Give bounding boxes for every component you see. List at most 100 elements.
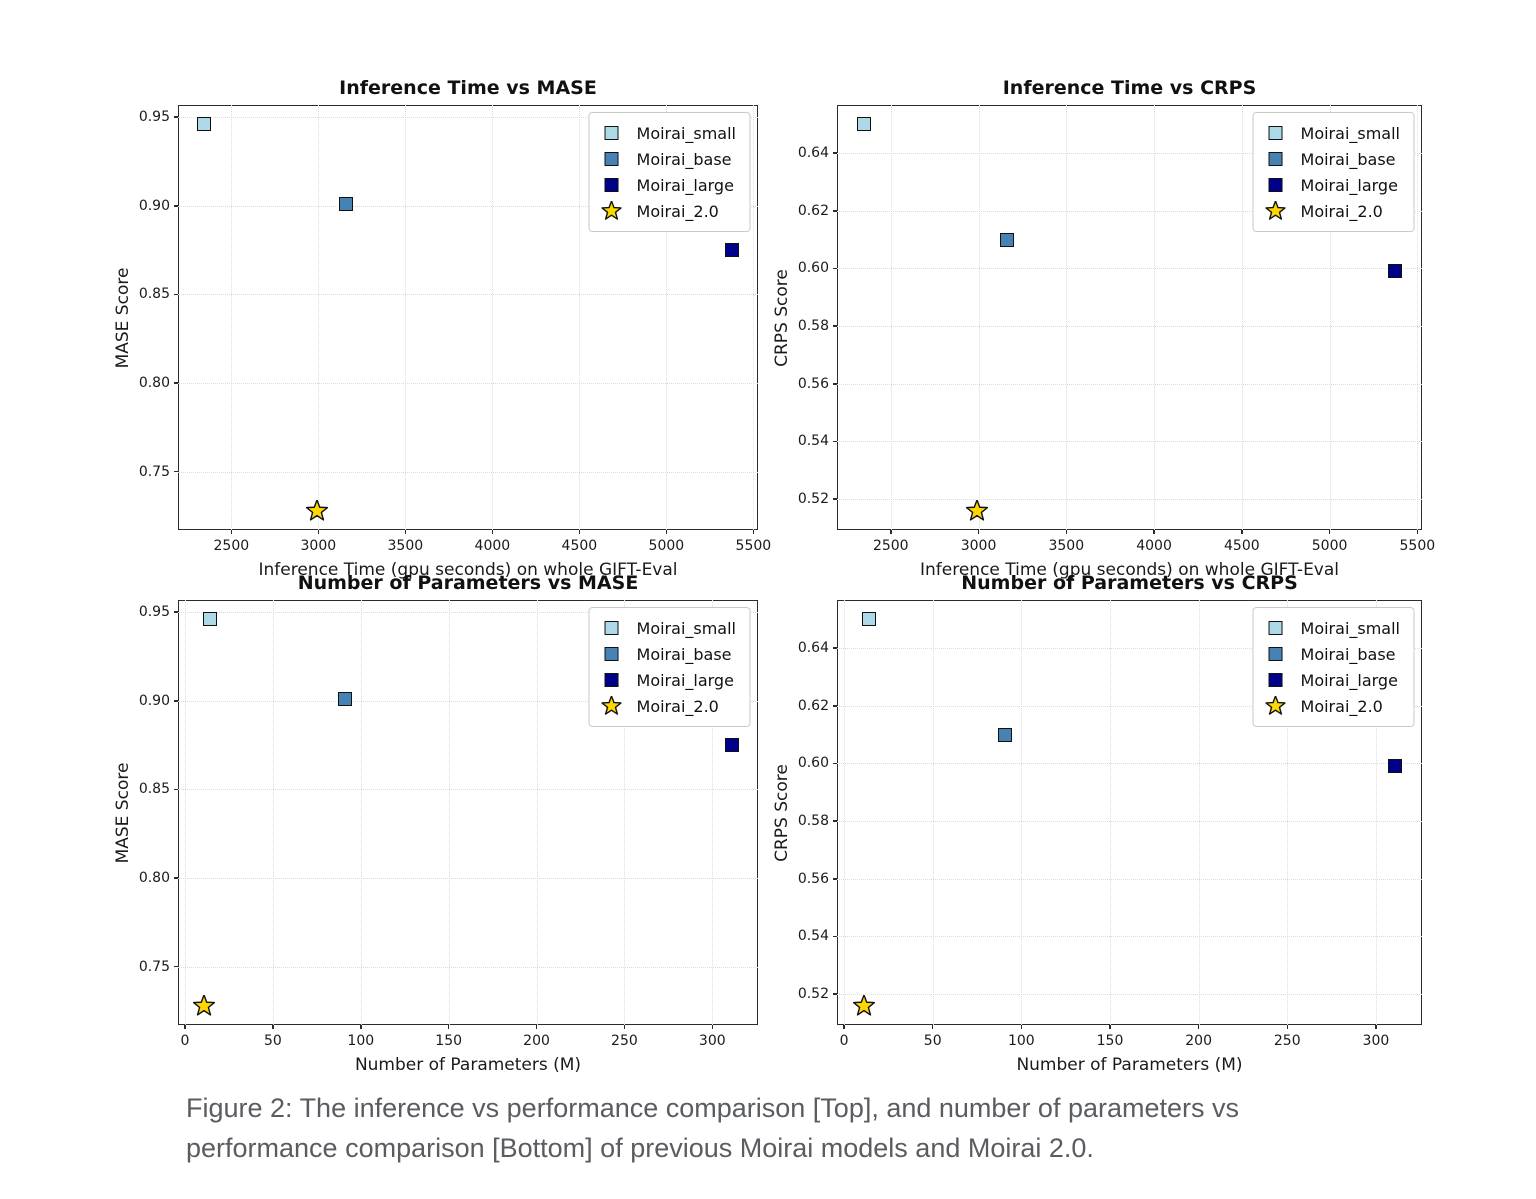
x-gridline [666, 105, 668, 530]
x-tick-mark [404, 530, 407, 534]
x-tick-mark [977, 530, 980, 534]
legend-square-swatch [604, 621, 619, 635]
x-gridline [624, 600, 626, 1025]
legend-label: Moirai_base [636, 149, 732, 169]
legend-square-swatch [1268, 647, 1283, 661]
y-tick-mark [174, 116, 178, 118]
point-moirai-2-0 [852, 993, 875, 1017]
point-moirai-small [197, 117, 212, 132]
legend-entry-moirai-small: Moirai_small [601, 120, 736, 146]
y-gridline [837, 326, 1422, 328]
star-marker-icon [1265, 696, 1287, 716]
y-gridline [837, 383, 1422, 385]
figure-caption-line-1: Figure 2: The inference vs performance c… [186, 1093, 1240, 1123]
y-tick-mark [174, 965, 178, 968]
chart-title-number-of-parameters-vs-mase: Number of Parameters vs MASE [297, 572, 639, 594]
point-moirai-2-0 [305, 498, 328, 522]
x-gridline [405, 105, 407, 530]
x-tick-mark [1241, 530, 1243, 534]
legend-square-swatch [604, 647, 619, 661]
y-gridline [837, 441, 1422, 443]
chart-title-number-of-parameters-vs-crps: Number of Parameters vs CRPS [961, 572, 1298, 594]
point-moirai-large [1388, 264, 1403, 279]
x-tick-label: 5500 [735, 538, 772, 554]
legend-label: Moirai_large [636, 670, 734, 690]
y-tick-label: 0.62 [797, 697, 829, 714]
legend-entry-moirai-base: Moirai_base [1265, 641, 1400, 667]
y-tick-label: 0.58 [797, 318, 829, 335]
x-tick-mark [578, 530, 581, 534]
x-tick-label: 4000 [1136, 538, 1172, 554]
legend-square-swatch [604, 152, 619, 166]
x-gridline [932, 600, 934, 1025]
x-gridline [1241, 105, 1243, 530]
y-tick-mark [833, 647, 837, 649]
x-gridline [448, 600, 450, 1025]
point-moirai-2-0 [965, 498, 988, 522]
y-gridline [837, 994, 1422, 996]
square-marker-icon [1265, 647, 1287, 661]
legend-entry-moirai-base: Moirai_base [1265, 146, 1400, 172]
y-axis-label: CRPS Score [772, 763, 792, 862]
y-gridline [178, 789, 758, 791]
x-tick-label: 300 [698, 1033, 726, 1049]
legend-number-of-parameters-vs-mase: Moirai_small Moirai_base Moirai_large Moira… [588, 607, 751, 727]
x-gridline [1329, 105, 1331, 530]
legend-entry-moirai-2-0: Moirai_2.0 [601, 198, 736, 224]
square-marker-icon [601, 621, 623, 635]
legend-inference-time-vs-mase: Moirai_small Moirai_base Moirai_large Moira… [588, 112, 751, 232]
y-tick-label: 0.56 [797, 375, 829, 392]
y-tick-mark [174, 700, 178, 702]
y-tick-mark [174, 877, 178, 879]
x-tick-label: 150 [435, 1033, 463, 1049]
x-tick-mark [711, 1025, 714, 1029]
x-gridline [492, 105, 494, 530]
legend-label: Moirai_large [636, 175, 734, 195]
legend-label: Moirai_base [1300, 149, 1396, 169]
legend-number-of-parameters-vs-crps: Moirai_small Moirai_base Moirai_large Moira… [1252, 607, 1415, 727]
x-gridline [753, 105, 755, 530]
x-tick-mark [230, 530, 233, 534]
legend-label: Moirai_small [1300, 123, 1400, 143]
legend-entry-moirai-small: Moirai_small [601, 615, 736, 641]
y-tick-label: 0.60 [797, 260, 829, 277]
legend-entry-moirai-2-0: Moirai_2.0 [1265, 693, 1400, 719]
x-tick-label: 3000 [300, 538, 337, 554]
x-gridline [360, 600, 362, 1025]
y-tick-label: 0.95 [138, 109, 170, 126]
x-tick-label: 200 [523, 1033, 550, 1049]
y-gridline [837, 499, 1422, 501]
square-marker-icon [601, 152, 623, 166]
y-gridline [178, 878, 758, 880]
legend-label: Moirai_small [636, 123, 736, 143]
legend-label: Moirai_base [1300, 644, 1396, 664]
x-tick-label: 5500 [1399, 538, 1436, 554]
y-tick-mark [833, 705, 837, 707]
x-gridline [890, 105, 892, 530]
legend-label: Moirai_small [636, 618, 736, 638]
y-gridline [837, 763, 1422, 765]
x-tick-mark [272, 1025, 274, 1029]
x-tick-mark [752, 530, 755, 534]
y-tick-label: 0.80 [138, 870, 170, 887]
x-gridline [272, 600, 274, 1025]
legend-label: Moirai_2.0 [1300, 696, 1383, 716]
x-tick-label: 100 [1007, 1033, 1035, 1049]
x-gridline [1066, 105, 1068, 530]
y-gridline [837, 210, 1422, 212]
star-marker-icon [1265, 201, 1287, 221]
x-axis-label: Number of Parameters (M) [1016, 1055, 1243, 1075]
x-tick-mark [890, 530, 892, 534]
x-axis-label: Number of Parameters (M) [354, 1055, 582, 1075]
y-tick-label: 0.52 [797, 986, 829, 1003]
point-moirai-small [856, 117, 871, 132]
x-tick-mark [447, 1025, 450, 1029]
x-gridline [1198, 600, 1200, 1025]
y-tick-label: 0.90 [138, 692, 170, 709]
y-tick-label: 0.58 [797, 813, 829, 830]
point-moirai-2-0 [193, 993, 216, 1017]
x-tick-mark [1328, 530, 1331, 534]
y-tick-label: 0.85 [138, 781, 170, 798]
y-gridline [178, 700, 758, 702]
x-tick-label: 250 [1273, 1033, 1301, 1049]
